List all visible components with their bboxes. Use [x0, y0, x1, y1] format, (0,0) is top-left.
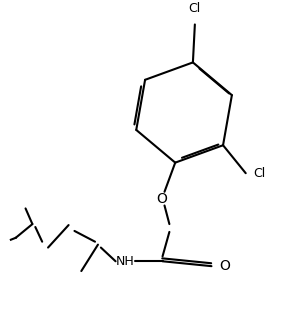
Text: Cl: Cl: [254, 167, 266, 180]
Text: O: O: [156, 192, 167, 206]
Text: NH: NH: [116, 255, 135, 268]
Text: Cl: Cl: [189, 2, 201, 15]
Text: O: O: [219, 259, 230, 273]
